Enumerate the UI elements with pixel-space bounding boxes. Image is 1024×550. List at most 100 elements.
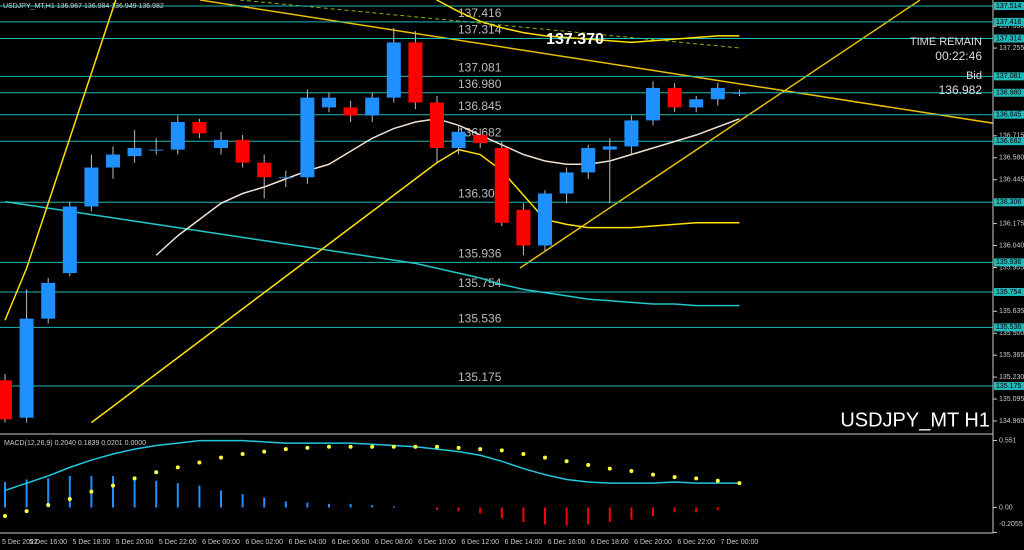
signal-dot	[3, 513, 7, 518]
candle-body	[41, 282, 56, 319]
signal-dot	[67, 496, 72, 501]
candle-body	[235, 139, 250, 163]
candle-body	[19, 318, 34, 418]
macd-line	[4, 439, 740, 492]
bid: 136.982	[939, 83, 983, 97]
open: 136.967	[57, 3, 82, 10]
signal-dot	[586, 462, 591, 467]
watermark: USDJPY_MT H1	[840, 409, 990, 431]
candle-body	[127, 148, 142, 157]
level-label: 136.845	[458, 99, 502, 113]
signal-dot	[262, 449, 267, 454]
signal-dot	[154, 470, 159, 475]
candle-body	[602, 146, 617, 150]
candle-body	[62, 206, 77, 274]
candle-body	[149, 149, 164, 151]
candle-body	[559, 172, 574, 194]
y-tick-label: 136.580	[999, 155, 1024, 162]
candle-body	[300, 97, 315, 178]
y-tick-label: 136.715	[999, 133, 1024, 140]
x-tick-label: 6 Dec 00:00	[202, 539, 240, 546]
x-tick-label: 6 Dec 04:00	[289, 539, 327, 546]
x-tick-label: 6 Dec 18:00	[591, 539, 629, 546]
level-tag	[994, 110, 1024, 119]
level-label: 136.980	[458, 77, 502, 91]
indicator-line	[4, 0, 740, 321]
candle-body	[0, 380, 12, 420]
signal-dot	[651, 472, 655, 477]
candle-body	[408, 42, 423, 103]
candle-body	[646, 87, 660, 121]
x-tick-label: 6 Dec 08:00	[375, 539, 413, 546]
high: 136.984	[84, 3, 109, 10]
level-label: 136.306	[458, 186, 502, 200]
signal-dot	[46, 503, 51, 508]
level-tag-label: 136.980	[996, 90, 1021, 97]
level-tag	[994, 198, 1024, 207]
level-tag-label: 136.306	[996, 199, 1021, 206]
signal-dot	[607, 466, 612, 471]
level-tag-label: 137.416	[996, 19, 1021, 26]
signal-dot	[391, 444, 396, 449]
signal-dot	[478, 447, 483, 452]
signal-dot	[564, 459, 569, 464]
level-label: 137.081	[458, 61, 502, 75]
candle-body	[430, 102, 444, 149]
y-tick-label: 137.255	[999, 45, 1024, 52]
candle-body	[257, 162, 272, 178]
close: 136.982	[138, 3, 163, 10]
level-label: 135.754	[458, 276, 502, 290]
bid-label: Bid	[966, 70, 982, 82]
x-tick-label: 6 Dec 02:00	[245, 539, 283, 546]
y-tick-label: 134.960	[999, 418, 1024, 425]
y-tick-label: 136.175	[999, 220, 1024, 227]
signal-dot	[456, 445, 461, 450]
time-remain-label: TIME REMAIN	[910, 36, 982, 48]
signal-dot	[715, 478, 720, 483]
signal-dot	[24, 509, 29, 514]
x-tick-label: 6 Dec 20:00	[634, 539, 672, 546]
signal-dot	[672, 475, 677, 480]
candle-body	[473, 135, 488, 144]
x-tick-label: 5 Dec 2022	[2, 539, 38, 546]
level-label: 137.416	[458, 6, 502, 20]
level-tag	[994, 88, 1024, 97]
x-tick-label: 7 Dec 00:00	[721, 539, 759, 546]
symbol: USDJPY_MT,H1	[3, 3, 55, 10]
signal-dot	[499, 448, 504, 453]
indicator-line	[90, 148, 740, 424]
signal-dot	[543, 455, 547, 460]
y-tick-label: 135.095	[999, 396, 1024, 403]
price-pane: 137.416137.314137.081136.980136.845136.6…	[0, 0, 993, 424]
level-tag-label: 137.314	[996, 35, 1021, 42]
candle-body	[170, 122, 185, 150]
level-tag	[994, 258, 1024, 267]
level-tag	[994, 323, 1024, 332]
x-tick-label: 6 Dec 10:00	[418, 539, 456, 546]
macd-label: MACD(12,26,9) 0.2040 0.1839 0.0201 0.000…	[4, 440, 146, 447]
level-label: 137.314	[458, 23, 502, 37]
signal-dot	[240, 452, 245, 457]
level-tag	[994, 34, 1024, 43]
candle-body	[581, 148, 596, 173]
level-tag-label: 137.081	[996, 73, 1021, 80]
signal-dot	[89, 489, 94, 494]
candle-body	[689, 99, 704, 108]
candle-body	[386, 42, 401, 98]
level-tag	[994, 17, 1024, 26]
y-tick-label: 135.500	[999, 330, 1024, 337]
signal-dot	[629, 469, 634, 474]
signal-dot	[197, 460, 202, 465]
candle-body	[516, 209, 531, 246]
x-tick-label: 6 Dec 22:00	[677, 539, 715, 546]
macd-pane	[3, 439, 742, 526]
trendline	[519, 0, 921, 269]
x-tick-label: 6 Dec 12:00	[461, 539, 499, 546]
level-label: 135.175	[458, 370, 502, 384]
level-tag	[994, 2, 1024, 11]
candle-body	[732, 92, 747, 94]
signal-dot	[435, 444, 439, 449]
macd-tick-label: 0.551	[999, 437, 1017, 444]
macd-tick-label: 0.00	[999, 504, 1013, 511]
